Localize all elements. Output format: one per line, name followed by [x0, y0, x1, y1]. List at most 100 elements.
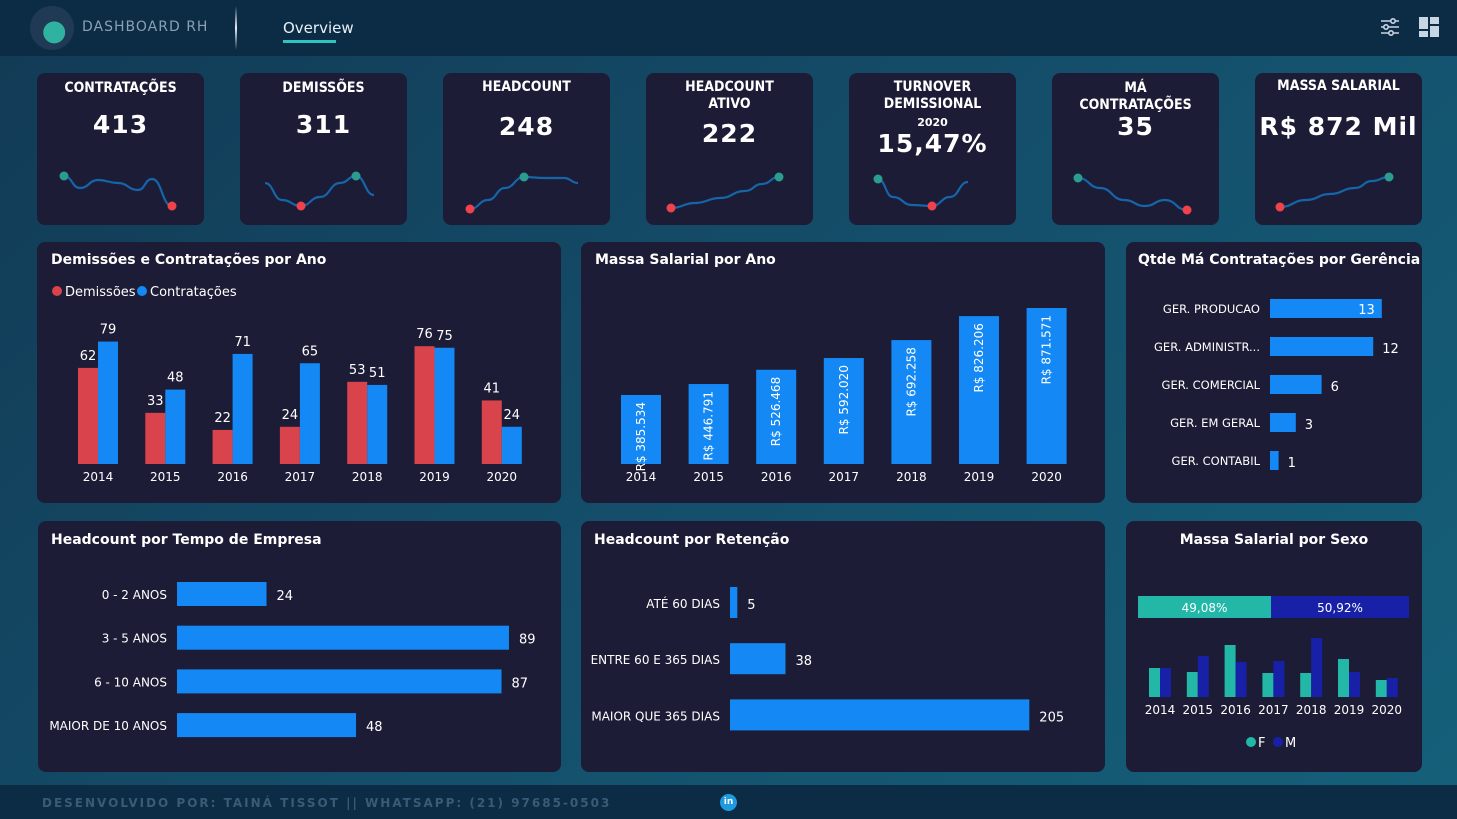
data-label: 6 [1331, 380, 1339, 395]
bar-demissoes[interactable] [145, 412, 166, 464]
legend-m[interactable]: M [1285, 736, 1296, 751]
bar-f[interactable] [1224, 645, 1236, 697]
bar-massa-salarial[interactable] [1026, 308, 1067, 464]
bar-demissoes[interactable] [481, 400, 502, 464]
sparkline-min-marker [927, 201, 937, 211]
panel-title: Massa Salarial por Ano [595, 252, 776, 268]
top-bar: DASHBOARD RH Overview [0, 0, 1457, 56]
share-bar-m[interactable] [1271, 596, 1409, 618]
headcount-tempo-chart: 0 - 2 ANOS 24 3 - 5 ANOS 89 6 - 10 ANOS 87 MAI… [49, 582, 536, 738]
bar-massa-salarial[interactable] [891, 340, 932, 464]
sparkline-max-marker [59, 171, 69, 181]
bar-ma-contratacoes[interactable] [1270, 413, 1296, 432]
bar-m[interactable] [1349, 672, 1360, 697]
data-label: R$ 526.468 [769, 377, 783, 446]
data-label: R$ 385.534 [634, 402, 648, 471]
filter-sliders-icon[interactable] [1379, 16, 1401, 38]
y-category-label: GER. COMERCIAL [1162, 378, 1261, 392]
linkedin-icon[interactable]: in [720, 794, 737, 811]
bar-massa-salarial[interactable] [959, 316, 999, 464]
bar-retencao[interactable] [730, 643, 786, 675]
headcount-tempo-panel: Headcount por Tempo de Empresa 0 - 2 ANO… [38, 521, 561, 772]
kpi-card: MASSA SALARIAL R$ 872 Mil [1255, 73, 1422, 225]
bar-m[interactable] [1386, 678, 1398, 697]
bar-contratacoes[interactable] [232, 353, 253, 464]
x-tick-label: 2018 [896, 470, 927, 484]
data-label: 89 [519, 633, 536, 648]
bar-massa-salarial[interactable] [823, 358, 864, 464]
bar-m[interactable] [1160, 668, 1171, 697]
dashboard-layout-icon[interactable] [1418, 16, 1440, 38]
bar-massa-salarial[interactable] [688, 384, 729, 464]
data-label: 13 [1358, 303, 1375, 318]
ma-contratacoes-gerencia-panel: Qtde Má Contratações por Gerência GER. P… [1126, 242, 1422, 503]
data-label: 71 [234, 335, 251, 350]
bar-tempo-empresa[interactable] [177, 582, 267, 606]
bar-m[interactable] [1273, 661, 1285, 697]
bar-f[interactable] [1300, 673, 1312, 697]
bar-m[interactable] [1197, 656, 1209, 697]
share-label: 49,08% [1182, 601, 1228, 615]
bar-massa-salarial[interactable] [756, 369, 797, 464]
bar-m[interactable] [1235, 662, 1247, 697]
bar-contratacoes[interactable] [98, 341, 118, 464]
bar-m[interactable] [1311, 638, 1323, 697]
y-category-label: ATÉ 60 DIAS [646, 596, 720, 611]
bar-demissoes[interactable] [279, 426, 300, 464]
bar-retencao[interactable] [730, 699, 1030, 731]
bar-contratacoes[interactable] [165, 389, 186, 464]
kpi-title: HEADCOUNT ATIVO [685, 79, 774, 112]
share-label: 50,92% [1317, 601, 1363, 615]
x-tick-label: 2020 [1372, 703, 1403, 717]
bar-ma-contratacoes[interactable] [1270, 299, 1382, 318]
kpi-card: CONTRATAÇÕES 413 [37, 73, 204, 225]
bar-f[interactable] [1186, 672, 1198, 697]
y-category-label: GER. PRODUCAO [1163, 302, 1260, 316]
data-label: 24 [277, 589, 294, 604]
bar-ma-contratacoes[interactable] [1270, 337, 1374, 356]
bar-contratacoes[interactable] [299, 363, 320, 464]
bar-contratacoes[interactable] [367, 384, 388, 464]
bar-f[interactable] [1338, 659, 1349, 697]
sparkline-max-marker [1073, 173, 1083, 183]
bar-tempo-empresa[interactable] [177, 713, 357, 738]
legend-contratacoes[interactable]: Contratações [150, 285, 237, 300]
bar-f[interactable] [1149, 668, 1160, 697]
bar-contratacoes[interactable] [501, 426, 522, 464]
bar-demissoes[interactable] [414, 346, 435, 464]
x-tick-label: 2019 [964, 470, 995, 484]
bar-demissoes[interactable] [347, 381, 368, 464]
legend-f[interactable]: F [1258, 736, 1265, 751]
y-category-label: GER. EM GERAL [1170, 416, 1260, 430]
x-tick-label: 2017 [829, 470, 860, 484]
bar-f[interactable] [1375, 680, 1387, 697]
bar-tempo-empresa[interactable] [177, 669, 502, 694]
bar-tempo-empresa[interactable] [177, 625, 509, 650]
panel-title: Headcount por Tempo de Empresa [51, 532, 322, 548]
bar-ma-contratacoes[interactable] [1270, 375, 1322, 394]
data-label: 51 [369, 366, 386, 381]
data-label: 48 [366, 720, 383, 735]
kpi-title: TURNOVER DEMISSIONAL [883, 79, 982, 112]
kpi-card: HEADCOUNT ATIVO 222 [646, 73, 813, 225]
bar-retencao[interactable] [730, 587, 738, 618]
kpi-card: TURNOVER DEMISSIONAL 2020 15,47% [849, 73, 1016, 225]
bar-demissoes[interactable] [78, 367, 98, 464]
bar-ma-contratacoes[interactable] [1270, 451, 1279, 470]
data-label: 79 [100, 323, 117, 338]
tab-overview[interactable]: Overview [283, 19, 354, 37]
share-bar-f[interactable] [1138, 596, 1272, 618]
bar-contratacoes[interactable] [434, 347, 455, 464]
x-tick-label: 2016 [217, 470, 248, 484]
x-tick-label: 2020 [1031, 470, 1062, 484]
bar-massa-salarial[interactable] [621, 394, 661, 464]
bar-demissoes[interactable] [212, 429, 233, 464]
data-label: 33 [147, 394, 164, 409]
y-category-label: 6 - 10 ANOS [94, 675, 167, 689]
legend-demissoes[interactable]: Demissões [65, 285, 136, 300]
kpi-value: 35 [1117, 112, 1154, 141]
headcount-retencao-panel: Headcount por Retenção ATÉ 60 DIAS 5 ENTRE… [581, 521, 1105, 772]
bar-f[interactable] [1262, 673, 1274, 697]
